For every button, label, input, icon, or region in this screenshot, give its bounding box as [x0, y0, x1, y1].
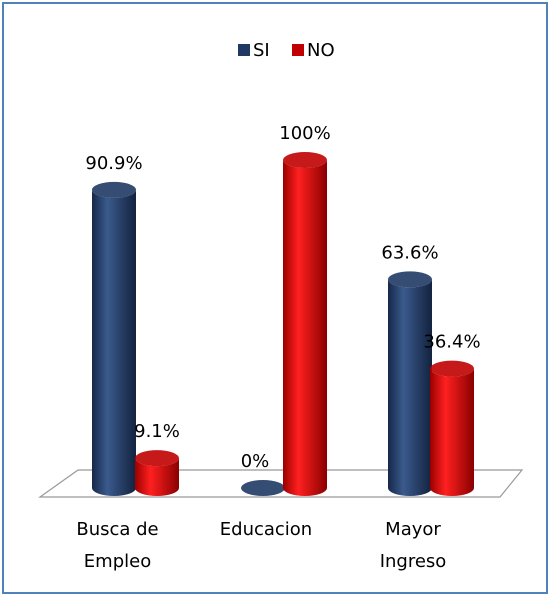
cylinder-top: [388, 271, 432, 288]
value-label: 90.9%: [85, 153, 142, 174]
value-label: 0%: [241, 451, 270, 472]
legend-label: NO: [307, 40, 335, 61]
value-label: 36.4%: [423, 332, 480, 353]
cylinder: [92, 189, 136, 496]
cylinder-top: [283, 152, 327, 168]
legend-swatch: [292, 44, 304, 56]
legend-label: SI: [253, 40, 270, 61]
value-label: 100%: [279, 123, 330, 144]
x-tick-label: Educacion: [220, 519, 312, 540]
cylinder-top: [430, 360, 474, 377]
cylinder: [430, 368, 474, 496]
x-tick-label: Busca de Empleo: [76, 519, 158, 572]
value-label: 63.6%: [381, 242, 438, 263]
cylinder-top: [241, 480, 285, 496]
cylinder: [283, 160, 327, 496]
legend-swatch: [238, 44, 250, 56]
value-label: 9.1%: [134, 421, 180, 442]
cylinder: [135, 458, 179, 496]
cylinder: [388, 279, 432, 496]
x-tick-label: Mayor Ingreso: [380, 519, 447, 572]
cylinder-top: [92, 181, 136, 198]
cylinder-top: [135, 450, 179, 467]
